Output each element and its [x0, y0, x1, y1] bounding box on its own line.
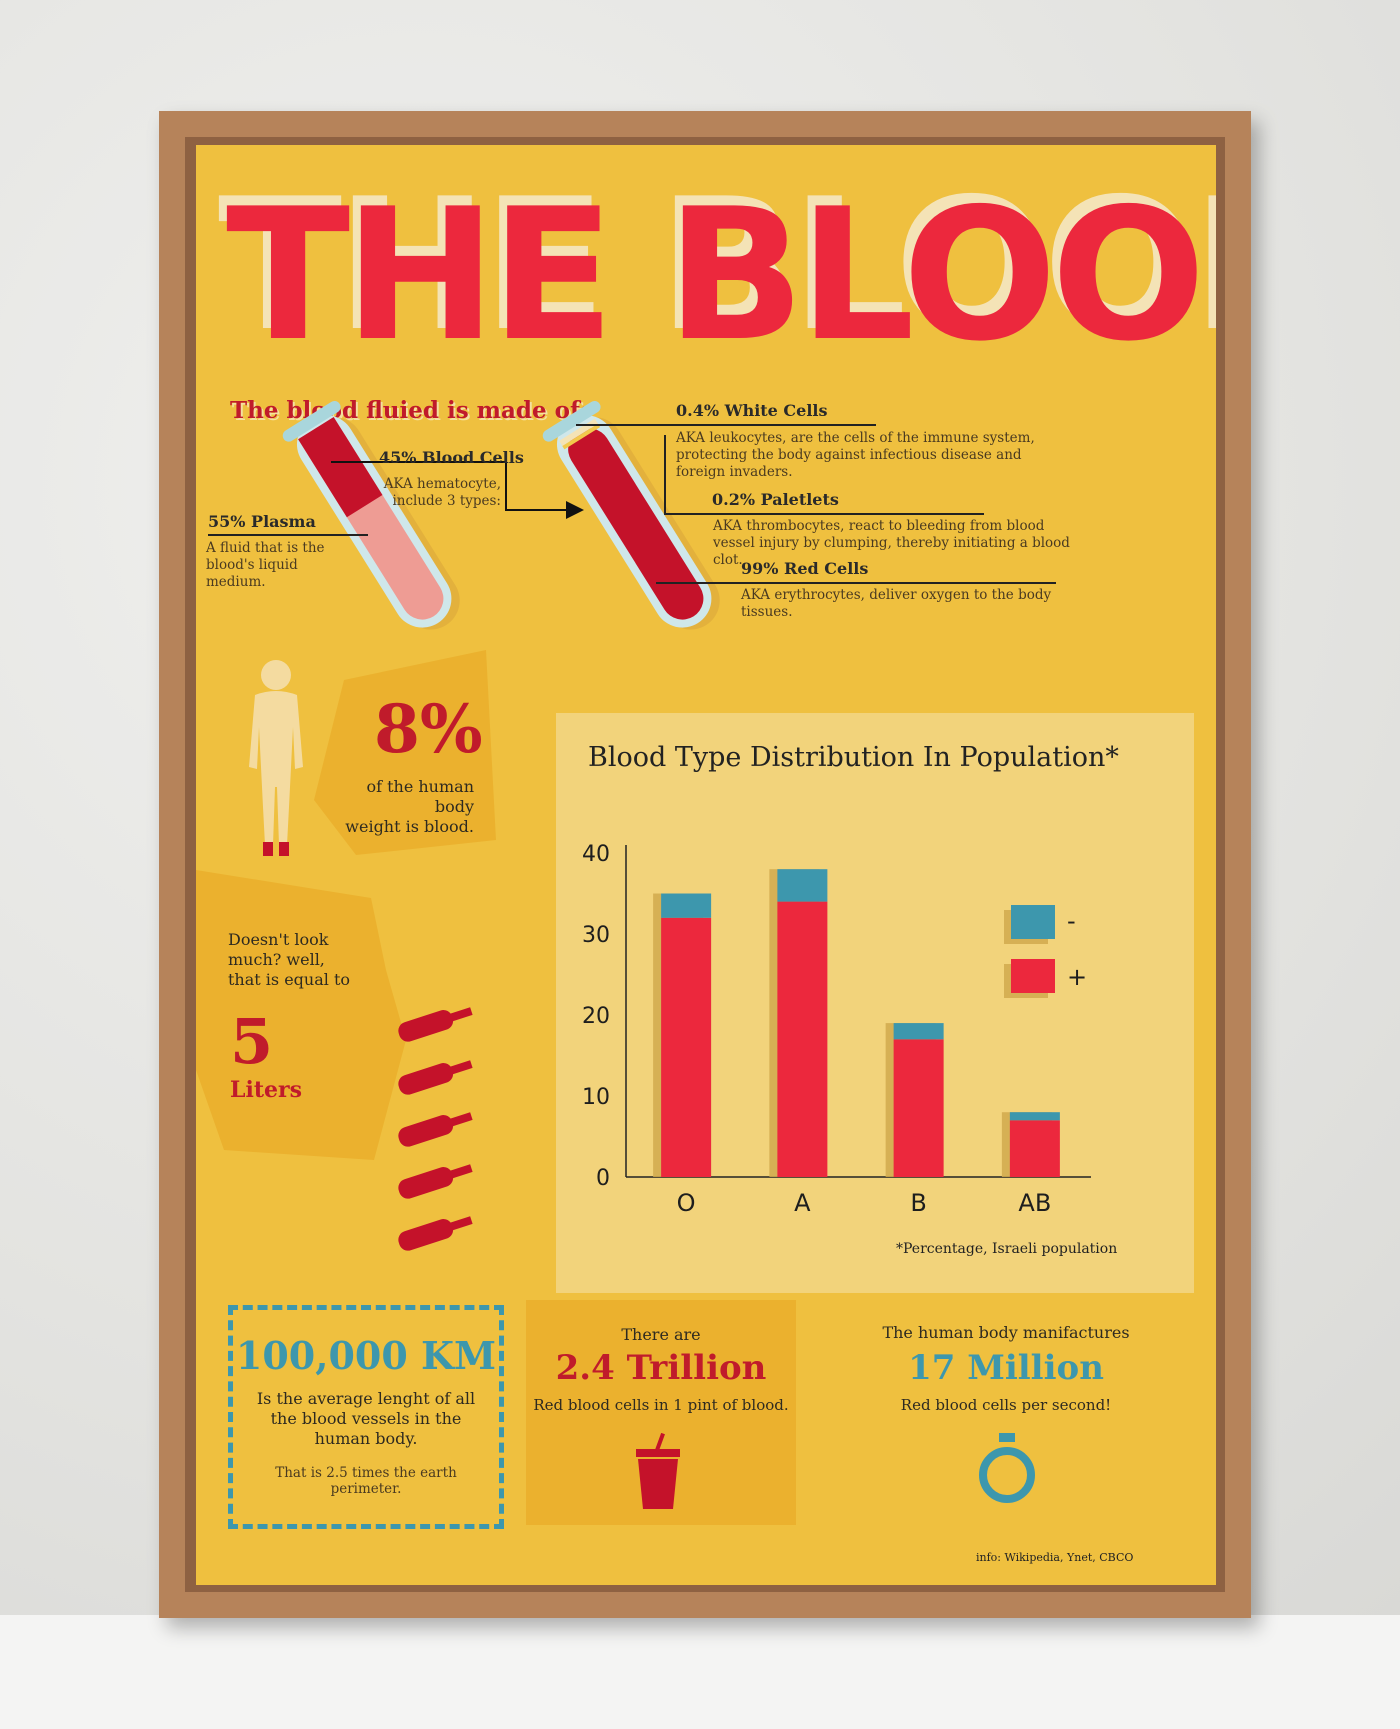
- poster-title-text: THE BLOOD: [226, 169, 1216, 381]
- legend-label-negative: -: [1067, 907, 1076, 935]
- vessels-value: 100,000 KM: [235, 1333, 497, 1378]
- chart-bar-negative: [661, 893, 712, 918]
- chart-title: Blood Type Distribution In Population*: [588, 742, 1119, 773]
- blood-cells-label: 45% Blood Cells: [379, 448, 524, 467]
- bottles-illustration: [398, 1007, 473, 1251]
- trillion-text: Red blood cells in 1 pint of blood.: [533, 1396, 789, 1414]
- body-weight-text: of the human body weight is blood.: [345, 777, 474, 836]
- legend-swatch-positive: [1011, 959, 1055, 993]
- poster-title-shadow: THE BLOOD: [218, 159, 1216, 371]
- liters-value: 5: [230, 1005, 274, 1078]
- chart-y-tick-label: 30: [582, 923, 610, 948]
- trillion-value: 2.4 Trillion: [555, 1348, 767, 1388]
- chart-y-tick-label: 0: [596, 1166, 610, 1191]
- chart-x-tick-label: A: [794, 1189, 811, 1215]
- test-tube-plasma-icon: [282, 401, 460, 630]
- legend-label-positive: +: [1067, 963, 1087, 991]
- cup-icon: [636, 1433, 680, 1509]
- vessels-note: That is 2.5 times the earth perimeter.: [275, 1465, 457, 1497]
- chart-bar-negative: [777, 869, 828, 902]
- shelf: [0, 1615, 1400, 1729]
- trillion-pre: There are: [621, 1325, 701, 1344]
- chart-y-tick-label: 10: [582, 1085, 610, 1110]
- bottle-icon: [398, 1007, 473, 1042]
- red-cells-label: 99% Red Cells: [741, 559, 869, 578]
- plasma-label: 55% Plasma: [208, 512, 316, 531]
- chart-bar-positive: [1009, 1120, 1060, 1177]
- bottle-icon: [398, 1164, 473, 1199]
- composition-subtitle: The blood fluied is made of:: [230, 397, 589, 424]
- test-tube-cells-icon: [542, 401, 720, 630]
- liters-text: Doesn't look much? well, that is equal t…: [228, 930, 351, 989]
- white-cells-description: AKA leukocytes, are the cells of the imm…: [676, 430, 1035, 480]
- source-note: info: Wikipedia, Ynet, CBCO: [976, 1551, 1134, 1564]
- vessels-box: [228, 1305, 504, 1529]
- poster-title: THE BLOOD THE BLOOD: [218, 165, 1216, 375]
- bottle-icon: [398, 1060, 473, 1095]
- platelets-label: 0.2% Paletlets: [712, 490, 839, 509]
- chart-bar-positive: [777, 901, 828, 1177]
- test-tubes-illustration: [282, 401, 720, 630]
- stopwatch-icon: [979, 1433, 1035, 1503]
- million-value: 17 Million: [908, 1348, 1104, 1388]
- white-cells-label: 0.4% White Cells: [676, 401, 828, 420]
- body-weight-value: 8%: [374, 690, 483, 768]
- liters-unit: Liters: [230, 1077, 302, 1103]
- platelets-description: AKA thrombocytes, react to bleeding from…: [713, 518, 1070, 568]
- chart-bar-negative: [893, 1023, 944, 1040]
- chart-x-tick-label: AB: [1018, 1189, 1051, 1215]
- chart-bar-negative: [1009, 1112, 1060, 1121]
- million-pre: The human body manifactures: [882, 1323, 1130, 1342]
- chart-y-tick-label: 40: [582, 842, 610, 867]
- million-text: Red blood cells per second!: [900, 1396, 1112, 1414]
- vessels-text: Is the average lenght of all the blood v…: [256, 1389, 476, 1448]
- bottle-icon: [398, 1216, 473, 1251]
- plasma-description: A fluid that is the blood's liquid mediu…: [206, 540, 325, 590]
- legend-swatch-negative: [1011, 905, 1055, 939]
- left-orange-shapes: [196, 650, 496, 1160]
- chart-bar-positive: [661, 917, 712, 1177]
- chart-x-tick-label: O: [677, 1189, 696, 1215]
- chart-y-tick-label: 20: [582, 1004, 610, 1029]
- poster: THE BLOOD THE BLOOD The blood fluied is …: [196, 145, 1216, 1585]
- chart-footnote: *Percentage, Israeli population: [896, 1241, 1118, 1257]
- blood-cells-description: AKA hematocyte, include 3 types:: [383, 476, 501, 509]
- bottle-icon: [398, 1112, 473, 1147]
- chart-x-tick-label: B: [910, 1189, 926, 1215]
- chart-bar-positive: [893, 1039, 944, 1177]
- red-cells-description: AKA erythrocytes, deliver oxygen to the …: [741, 587, 1052, 620]
- person-silhouette-icon: [249, 660, 303, 856]
